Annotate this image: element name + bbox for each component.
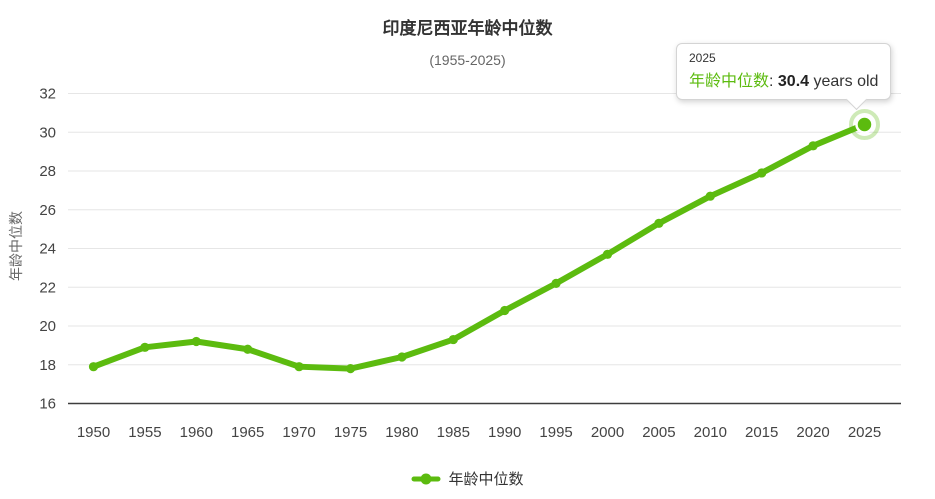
x-tick-label: 1975	[334, 424, 367, 441]
x-tick-label: 1980	[385, 424, 418, 441]
y-tick-label: 18	[39, 357, 56, 374]
chart-subtitle: (1955-2025)	[429, 52, 506, 68]
legend-label: 年龄中位数	[448, 471, 524, 488]
data-point-2020[interactable]	[808, 141, 818, 151]
data-point-2000[interactable]	[602, 249, 613, 259]
data-point-2010[interactable]	[705, 191, 715, 201]
y-tick-label: 28	[39, 163, 56, 180]
tooltip: 2025 年龄中位数: 30.4 years old	[676, 43, 892, 111]
data-point-1960[interactable]	[191, 336, 201, 347]
y-tick-label: 24	[39, 241, 56, 258]
data-point-1975[interactable]	[345, 364, 356, 374]
x-tick-label: 2015	[745, 424, 778, 441]
x-tick-label: 1960	[180, 424, 213, 441]
x-tick-label: 1985	[437, 424, 470, 441]
data-point-2025-active[interactable]	[855, 115, 874, 134]
data-point-1980[interactable]	[397, 352, 407, 362]
x-tick-label: 2010	[694, 424, 727, 441]
x-tick-label: 2000	[591, 424, 624, 441]
data-point-1970[interactable]	[294, 362, 304, 372]
x-tick-label: 2005	[642, 424, 675, 441]
x-tick-label: 1955	[128, 424, 161, 441]
x-tick-label: 2020	[796, 424, 829, 441]
data-point-2005[interactable]	[654, 218, 664, 228]
y-tick-label: 30	[39, 124, 56, 141]
tooltip-year: 2025	[689, 51, 716, 65]
data-point-1995[interactable]	[551, 278, 561, 288]
y-tick-label: 32	[39, 86, 56, 103]
x-tick-label: 1995	[539, 424, 572, 441]
data-point-1965[interactable]	[243, 344, 253, 354]
y-tick-label: 26	[39, 202, 56, 219]
tooltip-series-label: 年龄中位数	[689, 73, 770, 90]
y-tick-label: 20	[39, 318, 56, 335]
x-tick-label: 1950	[77, 424, 110, 441]
legend-item-median-age[interactable]: 年龄中位数	[411, 468, 524, 489]
x-tick-label: 1970	[282, 424, 315, 441]
tooltip-main: 年龄中位数: 30.4 years old	[689, 67, 878, 91]
data-point-1990[interactable]	[500, 305, 510, 316]
x-tick-label: 1965	[231, 424, 264, 441]
x-tick-label: 1990	[488, 424, 521, 441]
y-tick-label: 16	[39, 396, 56, 413]
tooltip-value: 30.4	[777, 73, 810, 90]
data-point-1955[interactable]	[140, 342, 150, 352]
data-point-1950[interactable]	[88, 362, 99, 372]
chart-title: 印度尼西亚年龄中位数	[382, 19, 553, 38]
x-tick-label: 2025	[848, 424, 881, 441]
data-point-1985[interactable]	[448, 334, 458, 345]
data-point-2015[interactable]	[757, 168, 767, 178]
hover-halo	[849, 109, 880, 140]
legend: 年龄中位数	[0, 468, 935, 489]
series-line[interactable]	[90, 121, 868, 372]
y-tick-label: 22	[39, 279, 56, 296]
legend-line-dot-icon	[411, 473, 441, 484]
tooltip-suffix: years old	[809, 73, 879, 90]
tooltip-separator: :	[769, 73, 778, 90]
